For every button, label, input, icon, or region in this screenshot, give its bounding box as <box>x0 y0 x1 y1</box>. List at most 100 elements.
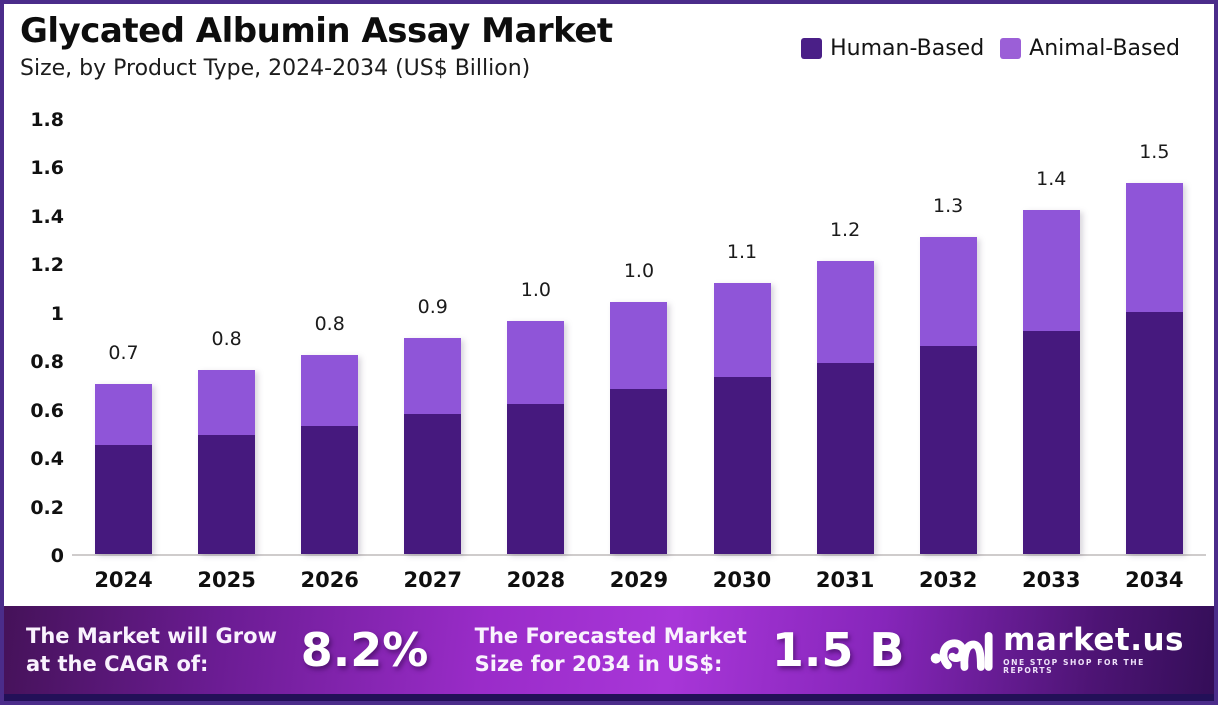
bar-column-2029: 1.0 <box>587 260 690 554</box>
bar-segment-human-based <box>404 413 462 554</box>
bar-stack <box>816 260 874 554</box>
footer-banner: The Market will Grow at the CAGR of: 8.2… <box>4 606 1214 694</box>
bar-segment-human-based <box>1022 331 1080 554</box>
bar-column-2032: 1.3 <box>897 195 1000 554</box>
x-axis-label: 2026 <box>300 568 359 592</box>
legend-item-human-based: Human-Based <box>801 36 984 61</box>
bar-column-2031: 1.2 <box>794 219 897 554</box>
bar-segment-animal-based <box>301 355 359 426</box>
bottom-border-strip <box>4 694 1214 701</box>
y-axis-tick: 0.2 <box>30 496 64 519</box>
stacked-bar-chart: 1.8 1.6 1.4 1.2 1 0.8 0.6 0.4 0.2 0 0.7 0.8 0.8 0.9 1… <box>14 109 1206 600</box>
bar-segment-animal-based <box>95 384 153 445</box>
bar-total-label: 1.0 <box>520 279 551 302</box>
forecast-label-line2: Size for 2034 in US$: <box>474 652 723 676</box>
bar-stack <box>404 338 462 554</box>
bar-total-label: 0.8 <box>314 313 345 336</box>
x-axis-label: 2031 <box>815 568 875 592</box>
bar-stack <box>919 236 977 554</box>
bar-stack <box>610 302 668 554</box>
chart-legend: Human-Based Animal-Based <box>801 36 1180 61</box>
bar-segment-animal-based <box>404 338 462 414</box>
y-axis-tick: 1.6 <box>30 157 64 180</box>
marketus-squiggle-icon <box>929 620 993 680</box>
plot-area: 0.7 0.8 0.8 0.9 1.0 1.0 1.1 1.2 1.3 1.4 1.5 <box>72 120 1206 556</box>
y-axis-tick: 1.2 <box>30 254 64 277</box>
bar-segment-human-based <box>301 425 359 554</box>
x-axis-label: 2032 <box>918 568 978 592</box>
x-axis-label: 2033 <box>1022 568 1081 592</box>
brand-text: market.us ONE STOP SHOP FOR THE REPORTS <box>1003 625 1184 674</box>
bar-column-2033: 1.4 <box>1000 168 1103 554</box>
bar-segment-animal-based <box>610 302 668 390</box>
bar-column-2027: 0.9 <box>381 296 484 554</box>
bar-segment-human-based <box>1125 311 1183 554</box>
forecast-value: 1.5 B <box>771 623 905 677</box>
bar-total-label: 1.1 <box>726 240 758 263</box>
cagr-label-line1: The Market will Grow <box>26 623 277 648</box>
bar-segment-animal-based <box>198 369 256 436</box>
y-axis-tick: 0 <box>50 545 64 567</box>
bar-column-2028: 1.0 <box>484 279 587 554</box>
bar-segment-human-based <box>507 403 565 554</box>
x-axis: 2024 2025 2026 2027 2028 2029 2030 2031 2032 2033… <box>72 568 1206 592</box>
legend-item-animal-based: Animal-Based <box>1000 36 1180 61</box>
y-axis-tick: 0.8 <box>30 351 64 374</box>
bar-column-2034: 1.5 <box>1103 141 1206 554</box>
bar-column-2030: 1.1 <box>690 241 793 554</box>
bar-stack <box>198 369 256 554</box>
marketus-logo: market.us ONE STOP SHOP FOR THE REPORTS <box>929 620 1192 680</box>
bar-total-label: 0.8 <box>211 327 242 350</box>
bar-stack <box>95 384 153 554</box>
forecast-label-line1: The Forecasted Market <box>474 623 747 648</box>
y-axis-tick: 1.8 <box>30 109 64 131</box>
bar-total-label: 0.7 <box>108 342 139 365</box>
bar-segment-human-based <box>198 435 256 554</box>
y-axis-tick: 1 <box>50 302 64 325</box>
bar-column-2026: 0.8 <box>278 313 381 554</box>
x-axis-label: 2030 <box>712 568 772 592</box>
bar-segment-animal-based <box>713 282 771 378</box>
bar-stack <box>507 321 565 554</box>
bar-total-label: 1.0 <box>623 260 655 283</box>
header: Glycated Albumin Assay Market Size, by P… <box>20 11 613 82</box>
y-axis: 1.8 1.6 1.4 1.2 1 0.8 0.6 0.4 0.2 0 <box>14 109 64 567</box>
cagr-value: 8.2% <box>300 623 429 677</box>
page-title: Glycated Albumin Assay Market <box>20 11 613 51</box>
x-axis-label: 2025 <box>197 568 256 592</box>
brand-name: market.us <box>1003 622 1184 659</box>
bar-column-2025: 0.8 <box>175 328 278 554</box>
bar-total-label: 1.3 <box>933 194 964 217</box>
bar-segment-animal-based <box>1022 210 1080 332</box>
legend-label: Animal-Based <box>1029 36 1180 61</box>
x-axis-label: 2028 <box>506 568 566 592</box>
plot-wrap: 0.7 0.8 0.8 0.9 1.0 1.0 1.1 1.2 1.3 1.4 1.5 2024 20… <box>72 120 1206 592</box>
bar-segment-animal-based <box>816 260 874 363</box>
x-axis-label: 2034 <box>1125 568 1184 592</box>
x-axis-label: 2029 <box>609 568 669 592</box>
legend-label: Human-Based <box>830 36 985 61</box>
brand-tagline: ONE STOP SHOP FOR THE REPORTS <box>1003 658 1145 675</box>
bar-total-label: 1.5 <box>1139 141 1170 164</box>
forecast-label: The Forecasted Market Size for 2034 in U… <box>475 622 748 679</box>
bar-stack <box>713 282 771 554</box>
bar-segment-human-based <box>919 345 977 554</box>
bar-segment-animal-based <box>1125 183 1183 312</box>
cagr-label-line2: at the CAGR of: <box>26 652 209 676</box>
chart-subtitle: Size, by Product Type, 2024-2034 (US$ Bi… <box>20 56 531 82</box>
bar-total-label: 1.2 <box>829 218 861 241</box>
bar-segment-human-based <box>95 445 153 554</box>
bar-column-2024: 0.7 <box>72 342 175 554</box>
x-axis-label: 2027 <box>403 568 462 592</box>
bar-segment-human-based <box>610 389 668 554</box>
bar-stack <box>301 355 359 554</box>
bar-segment-animal-based <box>919 236 977 346</box>
y-axis-tick: 0.4 <box>30 448 64 471</box>
legend-swatch-icon <box>801 38 823 59</box>
bar-segment-human-based <box>713 377 771 554</box>
cagr-label: The Market will Grow at the CAGR of: <box>26 622 280 679</box>
bar-total-label: 1.4 <box>1036 168 1067 191</box>
y-axis-tick: 0.6 <box>30 399 64 422</box>
bar-segment-human-based <box>816 362 874 554</box>
